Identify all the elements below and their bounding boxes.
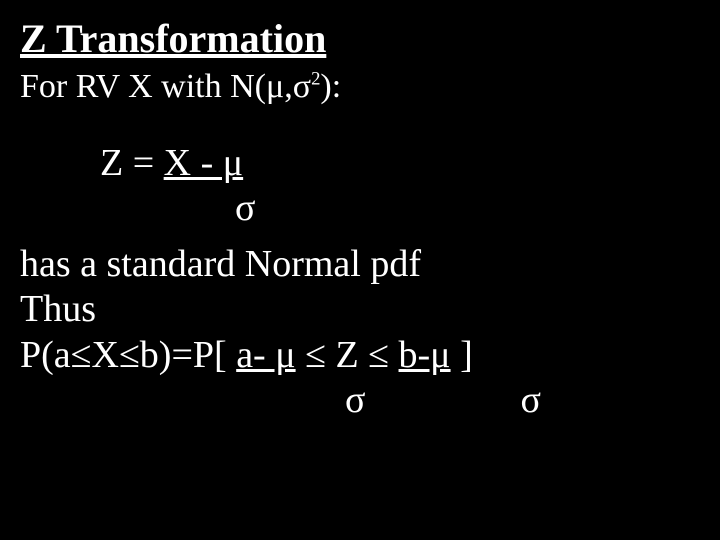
prob-lhs: P(a≤X≤b)=P[ [20,334,236,376]
intro-text: For RV X with N(μ,σ [20,68,311,105]
prob-mid: ≤ Z ≤ [296,334,399,376]
prob-tail: ] [451,334,473,376]
body-block: has a standard Normal pdf Thus P(a≤X≤b)=… [20,242,700,424]
equation-top: Z = X - μ [100,141,700,187]
sigma-2: σ [520,378,540,424]
prob-frac2-top: b-μ [399,334,451,376]
intro-line: For RV X with N(μ,σ2): [20,66,700,109]
eq-lhs: Z = [100,142,164,184]
intro-superscript: 2 [311,69,320,90]
body-line-2: Thus [20,287,700,333]
slide-title: Z Transformation [20,14,700,64]
intro-tail: ): [320,68,341,105]
equation-block: Z = X - μ σ [100,141,700,232]
body-line-1: has a standard Normal pdf [20,242,700,288]
sigma-line: σσ [20,378,700,424]
slide: Z Transformation For RV X with N(μ,σ2): … [0,0,720,540]
prob-frac1-top: a- μ [236,334,295,376]
sigma-1: σ [345,378,365,424]
eq-numerator: X - μ [164,142,243,184]
probability-line: P(a≤X≤b)=P[ a- μ ≤ Z ≤ b-μ ] [20,333,700,379]
equation-denominator: σ [100,186,700,232]
